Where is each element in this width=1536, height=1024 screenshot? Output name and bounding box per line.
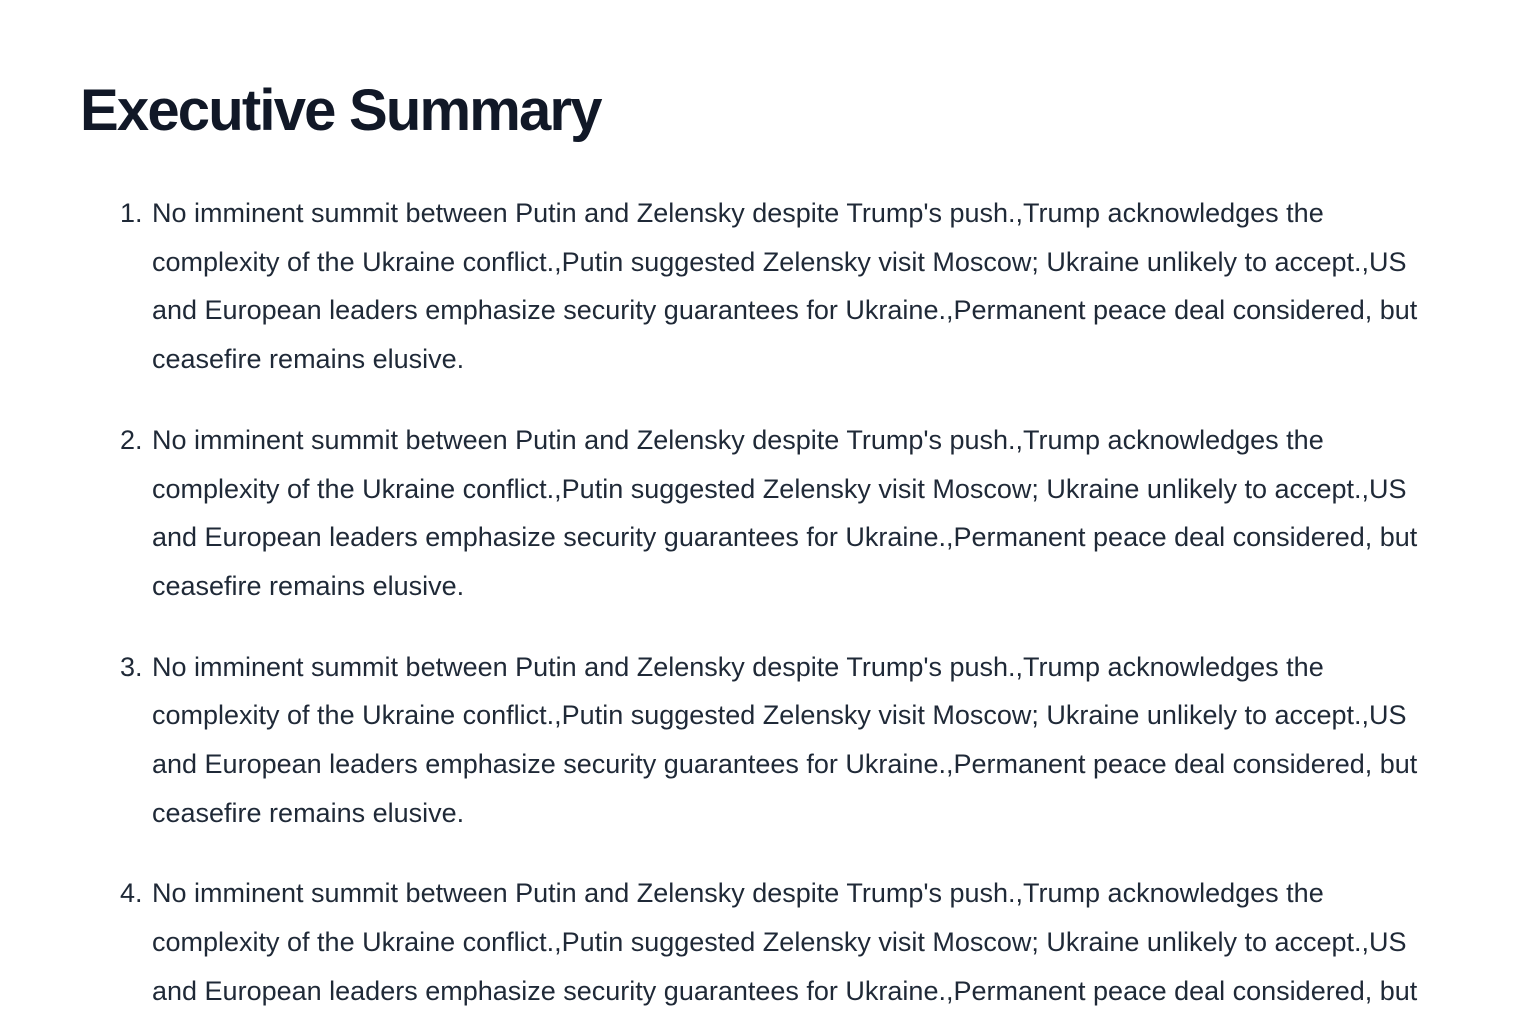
list-item: 1. No imminent summit between Putin and … [120,189,1422,384]
list-item: 4. No imminent summit between Putin and … [120,869,1422,1024]
list-item-number: 4. [120,878,143,909]
list-item-text: No imminent summit between Putin and Zel… [152,424,1418,601]
list-item-text: No imminent summit between Putin and Zel… [152,878,1418,1006]
list-item: 3. No imminent summit between Putin and … [120,643,1422,838]
list-item-number: 2. [120,424,143,455]
list-item: 2. No imminent summit between Putin and … [120,416,1422,611]
list-item-text: No imminent summit between Putin and Zel… [152,198,1418,375]
list-item-number: 3. [120,651,143,682]
page-title: Executive Summary [80,78,602,143]
list-item-text: No imminent summit between Putin and Zel… [152,651,1418,828]
list-item-number: 1. [120,198,143,228]
summary-list: 1. No imminent summit between Putin and … [120,189,1422,1024]
